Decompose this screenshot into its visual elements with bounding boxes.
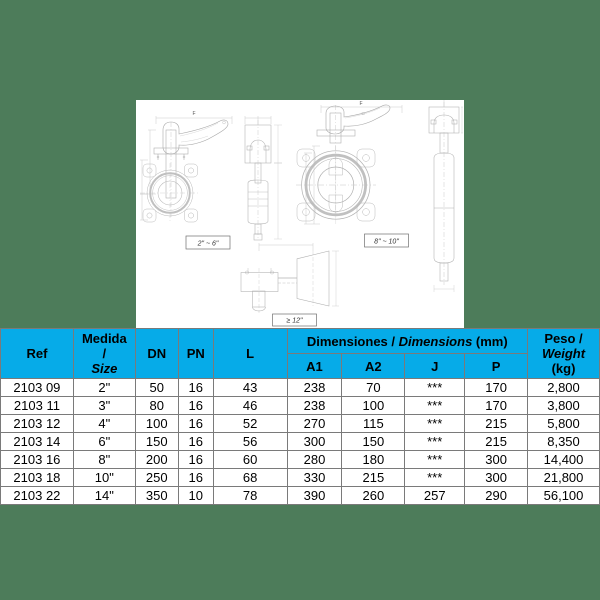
svg-text:2" ~ 6": 2" ~ 6" [197, 241, 219, 248]
svg-text:F: F [192, 111, 195, 117]
svg-text:F: F [359, 101, 362, 107]
svg-text:≥ 12": ≥ 12" [286, 318, 303, 325]
svg-text:8" ~ 10": 8" ~ 10" [374, 239, 399, 246]
